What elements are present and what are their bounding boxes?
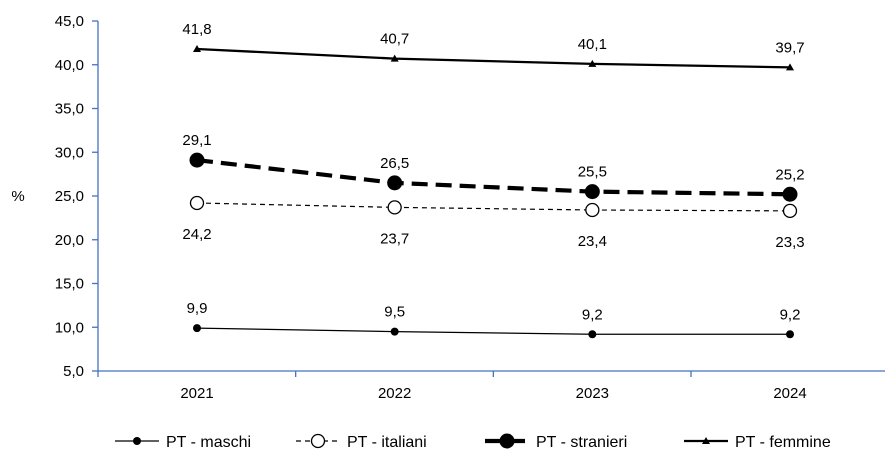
data-label: 24,2 <box>182 226 211 243</box>
data-label: 9,5 <box>384 304 405 321</box>
legend-item: PT - stranieri <box>485 433 627 451</box>
legend-marker <box>310 433 326 449</box>
legend-marker <box>133 437 141 445</box>
y-axis: 5,0 10,0 15,0 20,0 25,0 30,0 35,0 40,0 45,0 % <box>11 13 99 380</box>
data-label: 39,7 <box>775 39 804 56</box>
data-label: 23,3 <box>775 234 804 251</box>
y-tick-label: 20,0 <box>55 232 84 249</box>
series-3: 41,8 40,7 40,1 39,7 <box>182 21 805 71</box>
data-label: 23,4 <box>578 233 607 250</box>
data-point <box>786 63 794 71</box>
y-tick-label: 30,0 <box>55 144 84 161</box>
data-label: 9,2 <box>780 306 801 323</box>
x-tick-group: 2021 2022 2023 2024 <box>97 371 807 402</box>
y-tick-label: 40,0 <box>55 57 84 74</box>
data-point <box>193 324 201 333</box>
data-label: 40,7 <box>380 31 409 48</box>
data-point <box>588 59 597 67</box>
data-label: 29,1 <box>182 132 211 149</box>
legend: PT - maschi PT - italiani PT - stranieri PT… <box>115 433 831 451</box>
legend-item: PT - italiani <box>296 433 427 451</box>
data-point <box>390 327 399 336</box>
x-tick-label: 2022 <box>378 385 411 402</box>
x-axis: 2021 2022 2023 2024 <box>97 370 885 402</box>
data-point <box>390 54 399 62</box>
x-tick-label: 2021 <box>180 385 213 402</box>
y-tick-label: 10,0 <box>55 319 84 336</box>
legend-label: PT - femmine <box>735 434 831 451</box>
y-axis-label: % <box>11 188 24 205</box>
legend-item: PT - maschi <box>115 434 251 451</box>
x-tick-label: 2023 <box>576 385 609 402</box>
data-point <box>189 195 205 211</box>
data-point <box>189 152 205 168</box>
data-point <box>387 200 402 215</box>
series-line <box>196 202 791 212</box>
data-point <box>588 330 597 339</box>
plot-series: 9,9 9,5 9,2 9,2 24,2 23,7 23,4 23,3 29,1 26,5 25,5… <box>182 21 805 339</box>
data-point <box>585 202 600 218</box>
data-point <box>584 184 600 200</box>
data-label: 41,8 <box>182 21 211 38</box>
data-point <box>387 175 403 191</box>
legend-label: PT - maschi <box>166 434 251 451</box>
data-label: 40,1 <box>578 36 607 53</box>
y-tick-label: 25,0 <box>55 188 84 205</box>
data-point <box>782 186 798 202</box>
y-tick-label: 15,0 <box>55 276 84 293</box>
y-tick-label: 5,0 <box>63 363 84 380</box>
legend-label: PT - italiani <box>347 434 427 451</box>
data-point <box>782 203 798 219</box>
y-tick-label: 45,0 <box>55 13 84 30</box>
legend-label: PT - stranieri <box>536 434 627 451</box>
series-0: 9,9 9,5 9,2 9,2 <box>187 300 801 339</box>
legend-item: PT - femmine <box>684 434 831 451</box>
series-line <box>196 47 791 69</box>
data-label: 26,5 <box>380 155 409 172</box>
y-tick-label: 35,0 <box>55 101 84 118</box>
data-label: 25,5 <box>578 164 607 181</box>
data-label: 23,7 <box>380 230 409 247</box>
data-label: 9,9 <box>187 300 208 317</box>
series-2: 29,1 26,5 25,5 25,2 <box>182 132 805 202</box>
data-label: 25,2 <box>775 166 804 183</box>
x-tick-label: 2024 <box>773 385 806 402</box>
legend-marker <box>499 433 515 449</box>
legend-marker <box>702 437 710 444</box>
data-point <box>193 45 201 52</box>
data-label: 9,2 <box>582 306 603 323</box>
series-line <box>196 158 791 197</box>
series-line <box>196 327 790 335</box>
y-tick-group: 5,0 10,0 15,0 20,0 25,0 30,0 35,0 40,0 45,0 <box>55 13 98 380</box>
data-point <box>786 330 794 339</box>
series-1: 24,2 23,7 23,4 23,3 <box>182 195 805 251</box>
